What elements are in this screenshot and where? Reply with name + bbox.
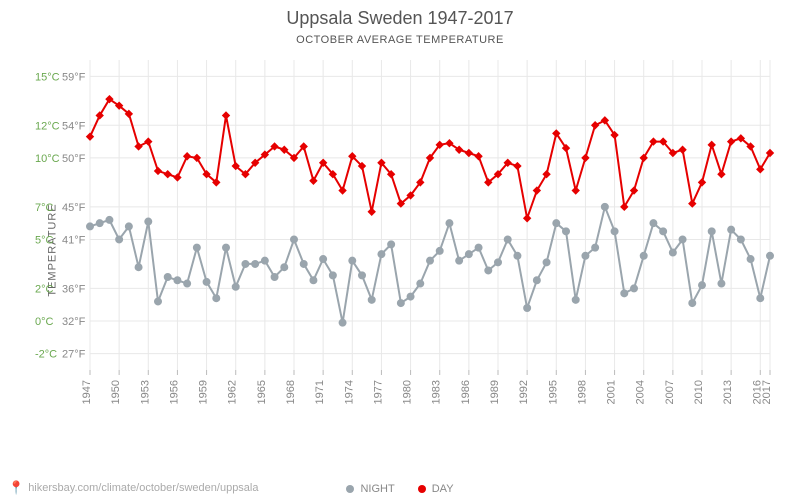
svg-text:10°C: 10°C [35,153,60,165]
svg-text:0°C: 0°C [35,316,54,328]
map-pin-icon: 📍 [8,480,24,496]
svg-text:1974: 1974 [343,380,355,404]
svg-text:50°F: 50°F [62,153,86,165]
svg-text:1989: 1989 [489,380,501,404]
chart-subtitle: OCTOBER AVERAGE TEMPERATURE [0,34,800,46]
svg-text:2007: 2007 [664,380,676,404]
svg-text:1980: 1980 [402,380,414,404]
svg-text:59°F: 59°F [62,71,86,83]
svg-text:41°F: 41°F [62,234,86,246]
legend-dot-day [418,485,426,493]
svg-text:1965: 1965 [256,380,268,404]
footer: 📍 hikersbay.com/climate/october/sweden/u… [8,480,259,496]
svg-text:1986: 1986 [460,380,472,404]
svg-text:1971: 1971 [314,380,326,404]
legend-item-day: DAY [418,483,454,495]
plot-area: -2°C27°F0°C32°F2°C36°F5°C41°F7°C45°F10°C… [90,55,780,415]
plot-svg: -2°C27°F0°C32°F2°C36°F5°C41°F7°C45°F10°C… [90,55,780,415]
svg-text:1950: 1950 [110,380,122,404]
svg-text:1992: 1992 [518,380,530,404]
svg-text:36°F: 36°F [62,283,86,295]
svg-text:-2°C: -2°C [35,349,57,361]
svg-text:15°C: 15°C [35,71,60,83]
svg-text:1998: 1998 [576,380,588,404]
svg-text:54°F: 54°F [62,120,86,132]
legend-label-day: DAY [432,483,454,495]
svg-text:2010: 2010 [693,380,705,404]
svg-text:1977: 1977 [372,380,384,404]
svg-text:2°C: 2°C [35,283,54,295]
svg-text:1956: 1956 [168,380,180,404]
svg-text:12°C: 12°C [35,120,60,132]
svg-text:1962: 1962 [227,380,239,404]
svg-text:2017: 2017 [761,380,773,404]
svg-text:1968: 1968 [285,380,297,404]
svg-text:1983: 1983 [431,380,443,404]
legend-item-night: NIGHT [346,483,394,495]
svg-text:2013: 2013 [722,380,734,404]
legend-dot-night [346,485,354,493]
chart-container: Uppsala Sweden 1947-2017 OCTOBER AVERAGE… [0,0,800,500]
chart-title: Uppsala Sweden 1947-2017 [0,8,800,29]
svg-text:32°F: 32°F [62,316,86,328]
svg-text:2001: 2001 [606,380,618,404]
svg-text:1959: 1959 [198,380,210,404]
svg-text:1947: 1947 [81,380,93,404]
svg-text:45°F: 45°F [62,202,86,214]
svg-text:2004: 2004 [635,380,647,404]
legend-label-night: NIGHT [360,483,394,495]
svg-text:27°F: 27°F [62,349,86,361]
svg-text:1995: 1995 [547,380,559,404]
svg-text:7°C: 7°C [35,202,54,214]
footer-url: hikersbay.com/climate/october/sweden/upp… [28,482,258,494]
svg-text:5°C: 5°C [35,234,54,246]
svg-text:1953: 1953 [139,380,151,404]
